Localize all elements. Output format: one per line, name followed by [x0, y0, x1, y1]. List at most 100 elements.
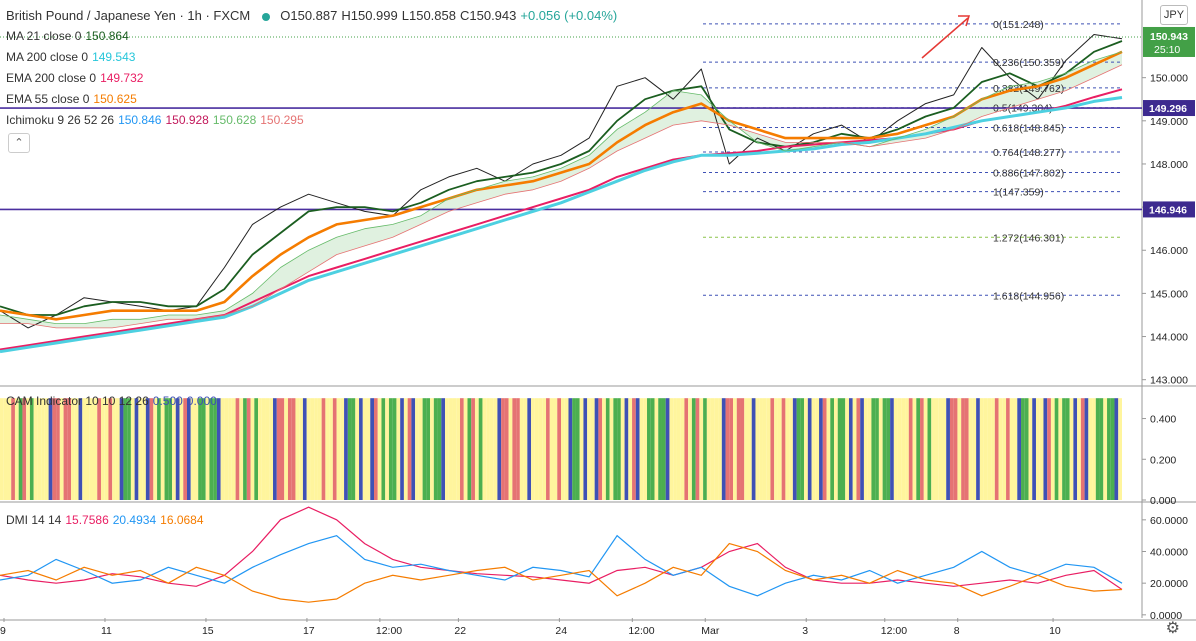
cam-bar — [501, 398, 505, 500]
legend-value: 150.295 — [260, 113, 304, 127]
cam-bar — [445, 398, 449, 500]
cam-bar — [482, 398, 487, 500]
legend-ma200[interactable]: MA 200 close 0 149.543 — [6, 50, 139, 64]
cam-bar — [1062, 398, 1066, 500]
cam-bar — [224, 398, 229, 500]
cam-bar — [351, 398, 356, 500]
cam-bar — [942, 398, 947, 500]
cam-bar — [216, 398, 221, 500]
cam-bar — [44, 398, 49, 500]
cam-bar — [1092, 398, 1096, 500]
legend-ma21[interactable]: MA 21 close 0 150.864 — [6, 29, 133, 43]
cam-bar — [575, 398, 580, 500]
cam-bar — [74, 398, 79, 500]
cam-bar — [725, 398, 730, 500]
cam-bar — [875, 398, 879, 500]
cam-bar — [789, 398, 793, 500]
cam-bar — [1054, 398, 1059, 500]
cam-bar — [781, 398, 786, 500]
legend-value: 149.543 — [92, 50, 136, 64]
cam-bar — [602, 398, 606, 500]
cam-bar — [676, 398, 681, 500]
cam-bar — [164, 398, 169, 500]
cam-bar — [617, 398, 621, 500]
trend-arrow-head — [958, 15, 971, 27]
legend-dmi[interactable]: DMI 14 14 15.7586 20.4934 16.0684 — [6, 513, 208, 527]
cam-bar — [718, 398, 722, 500]
cam-bar — [688, 398, 692, 500]
cam-bar — [710, 398, 715, 500]
legend-value: 150.864 — [85, 29, 129, 43]
legend-value: 20.4934 — [112, 513, 157, 527]
symbol-title[interactable]: British Pound / Japanese Yen · 1h · FXCM — [6, 8, 251, 23]
cam-bar — [691, 398, 696, 500]
cam-bar — [729, 398, 734, 500]
cam-bar — [1013, 398, 1018, 500]
cam-bar — [273, 398, 277, 500]
cam-bar — [276, 398, 281, 500]
ichimoku-cloud — [0, 51, 1122, 328]
cam-bar — [1058, 398, 1063, 500]
time-axis-tick-label: 22 — [454, 625, 466, 637]
cam-bar — [381, 398, 386, 500]
legend-cam[interactable]: CAM Indicator 10 10 12 26 0.500 0.000 — [6, 394, 221, 408]
legend-ema55[interactable]: EMA 55 close 0 150.625 — [6, 92, 141, 106]
cam-bar — [938, 398, 943, 500]
gear-icon[interactable]: ⚙ — [1165, 620, 1180, 637]
currency-label[interactable]: JPY — [1160, 5, 1188, 25]
cam-bar — [29, 398, 34, 500]
cam-bar — [512, 398, 517, 500]
cam-bar — [89, 398, 94, 500]
cam-bar — [1069, 398, 1074, 500]
cam-bar — [819, 398, 823, 500]
cam-bar — [205, 398, 210, 500]
cam-bar — [523, 398, 528, 500]
cam-bar — [172, 398, 176, 500]
cam-bar — [179, 398, 184, 500]
cam-bar — [643, 398, 648, 500]
cam-bar — [493, 398, 498, 500]
cam-bar — [714, 398, 719, 500]
cam-bar — [321, 398, 326, 500]
cam-bar — [987, 398, 992, 500]
legend-value: 150.625 — [93, 92, 137, 106]
cam-bar — [964, 398, 969, 500]
legend-ichimoku[interactable]: Ichimoku 9 26 52 26 150.846 150.928 150.628… — [6, 113, 308, 127]
fib-level-label: 1(147.359) — [993, 187, 1044, 199]
cam-bar — [385, 398, 389, 500]
time-axis-tick-label: 9 — [0, 625, 6, 637]
fib-level-label: 1.272(146.301) — [993, 232, 1064, 244]
cam-bar — [1032, 398, 1036, 500]
cam-bar — [437, 398, 442, 500]
cam-bar — [587, 398, 591, 500]
close-value: C150.943 — [459, 8, 517, 23]
cam-bar — [314, 398, 318, 500]
cam-bar — [770, 398, 775, 500]
cam-bar — [897, 398, 902, 500]
cam-bar — [1114, 398, 1119, 500]
legend-label: Ichimoku 9 26 52 26 — [6, 113, 115, 127]
cam-bar — [841, 398, 846, 500]
collapse-legend-button[interactable]: ⌃ — [8, 133, 30, 153]
cam-bar — [497, 398, 502, 500]
cam-bar — [448, 398, 453, 500]
cam-bar — [766, 398, 771, 500]
cam-axis-tick-label: 0.200 — [1150, 454, 1176, 466]
legend-ema200[interactable]: EMA 200 close 0 149.732 — [6, 71, 147, 85]
time-axis-tick-label: 15 — [202, 625, 214, 637]
cam-bar — [48, 398, 53, 500]
price-axis-tick-label: 143.000 — [1150, 375, 1188, 387]
cam-bar — [190, 398, 195, 500]
price-axis-tick-label: 150.000 — [1150, 73, 1188, 85]
legend-value: 150.628 — [212, 113, 257, 127]
time-axis-tick-label: 3 — [802, 625, 808, 637]
cam-bar — [901, 398, 906, 500]
cam-bar — [97, 398, 101, 500]
cam-bar — [504, 398, 509, 500]
cam-bar — [175, 398, 180, 500]
cam-bar — [721, 398, 726, 500]
cam-bar — [261, 398, 266, 500]
cam-bar — [893, 398, 898, 500]
cam-bar — [355, 398, 360, 500]
cam-bar — [1017, 398, 1022, 500]
